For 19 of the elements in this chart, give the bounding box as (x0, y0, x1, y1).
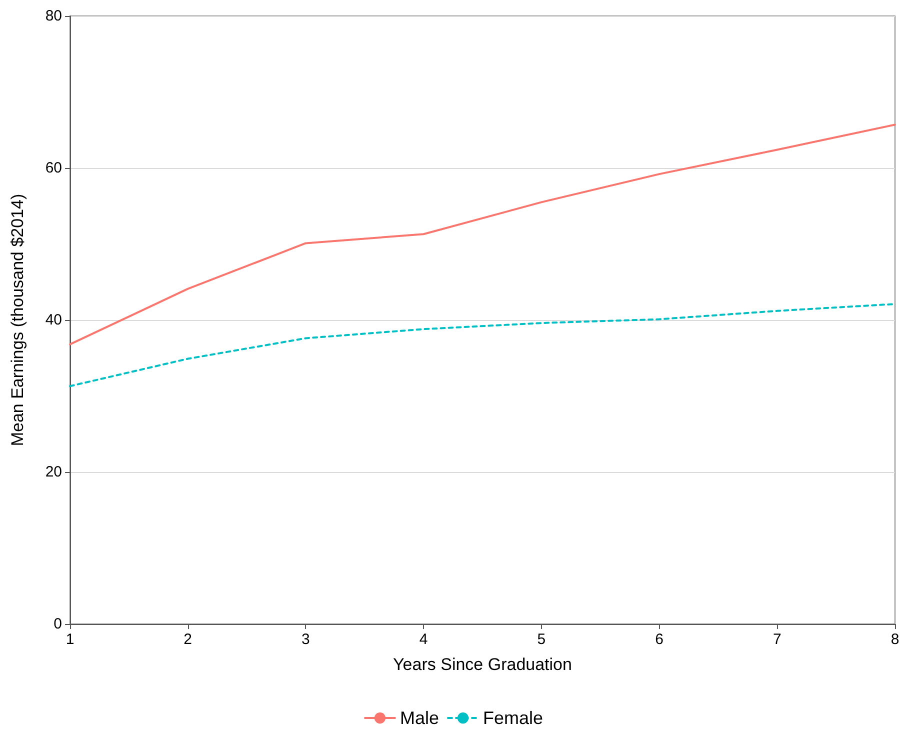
legend-label: Female (482, 708, 544, 728)
x-tick-label: 5 (537, 631, 546, 648)
x-tick-label: 6 (655, 631, 664, 648)
y-tick-label: 0 (54, 616, 62, 632)
x-tick-label: 3 (302, 631, 310, 648)
y-tick-label: 60 (45, 160, 62, 176)
y-tick-label: 20 (45, 464, 62, 480)
y-axis-title: Mean Earnings (thousand $2014) (8, 194, 27, 446)
legend-label: Male (400, 708, 439, 728)
x-tick-label: 4 (419, 631, 428, 648)
line-series (69, 303, 896, 388)
x-tick-label: 8 (890, 631, 900, 648)
y-tick-label: 40 (45, 312, 62, 328)
y-tick-label: 80 (45, 8, 62, 24)
x-tick-label: 7 (772, 631, 782, 648)
x-axis-title: Years Since Graduation (393, 655, 572, 674)
x-tick-label: 2 (184, 631, 192, 648)
line-series (69, 124, 896, 346)
x-tick-label: 1 (66, 631, 74, 648)
